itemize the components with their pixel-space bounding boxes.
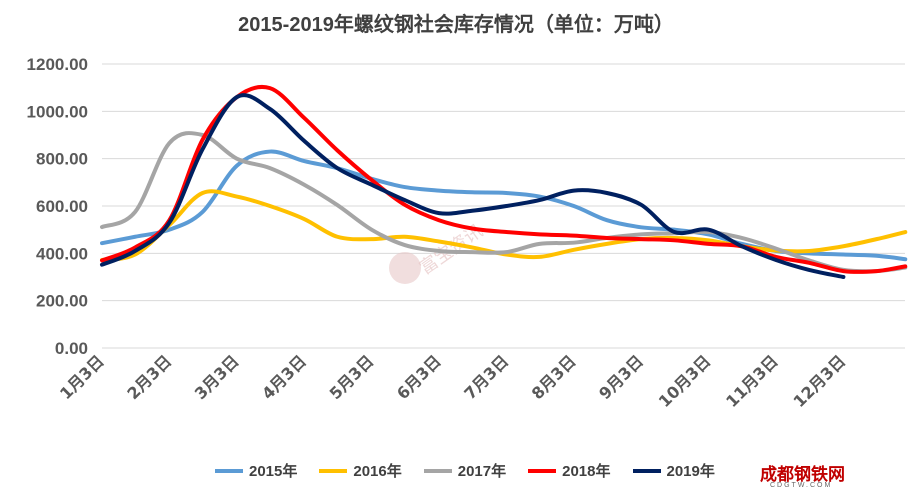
legend-swatch [632,468,661,473]
y-tick-label: 200.00 [36,292,88,311]
logo-text: 成都钢铁网 [760,465,845,484]
y-tick-label: 1000.00 [27,102,88,121]
x-tick-label: 2月3日 [123,351,175,403]
y-tick-label: 800.00 [36,150,88,169]
legend-label: 2018年 [562,463,611,480]
legend-item: 2018年 [528,460,611,481]
y-tick-label: 1200.00 [27,55,88,74]
logo-subtext: CDGTW.COM [770,482,833,489]
x-tick-label: 12月3日 [790,351,850,411]
series-line-2017年 [100,131,908,274]
y-tick-label: 600.00 [36,197,88,216]
legend-label: 2019年 [666,463,715,480]
legend-item: 2015年 [215,460,297,481]
x-tick-label: 9月3日 [595,351,647,403]
site-logo: 成都钢铁网 CDGTW.COM [760,460,880,490]
legend-swatch [319,468,348,473]
legend-item: 2019年 [632,460,715,481]
x-tick-label: 1月3日 [56,351,108,403]
watermark-logo-icon [389,252,421,284]
legend-swatch [423,468,452,473]
y-tick-label: 0.00 [55,339,88,358]
y-tick-label: 400.00 [36,244,88,263]
x-tick-label: 11月3日 [722,351,782,411]
chart-title: 2015-2019年螺纹钢社会库存情况（单位：万吨） [238,14,674,36]
x-tick-label: 4月3日 [258,351,310,403]
legend-label: 2016年 [353,463,402,480]
x-tick-label: 8月3日 [528,351,580,403]
legend-swatch [215,468,243,473]
x-tick-label: 10月3日 [655,351,715,411]
series-line-2019年 [100,93,846,279]
x-tick-label: 5月3日 [326,351,378,403]
legend-swatch [528,468,557,473]
legend: 2015年 2016年 2017年 2018年 2019年 [215,460,715,481]
legend-label: 2015年 [249,463,298,480]
legend-item: 2017年 [423,460,507,481]
legend-label: 2017年 [457,463,507,480]
x-tick-label: 7月3日 [460,351,512,403]
legend-item: 2016年 [319,460,402,481]
x-tick-label: 3月3日 [191,351,243,403]
x-tick-label: 6月3日 [393,351,445,403]
